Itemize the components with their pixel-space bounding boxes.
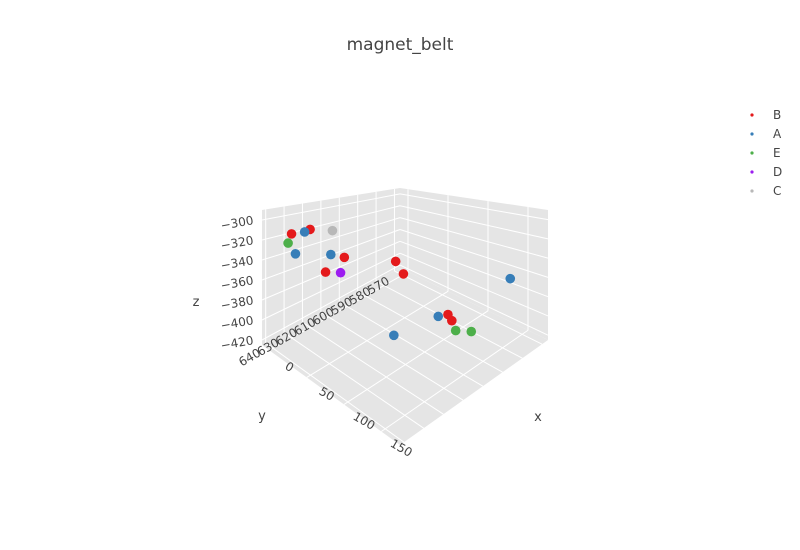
grid-y-floor — [339, 301, 484, 387]
data-point-E[interactable] — [450, 325, 461, 336]
grid-y-floor — [357, 291, 503, 373]
data-point-B[interactable] — [398, 269, 409, 279]
data-point-A[interactable] — [299, 227, 310, 237]
grid-x-floor — [381, 329, 529, 432]
x-tick-label: 150 — [388, 436, 415, 460]
data-point-A[interactable] — [433, 311, 444, 322]
grid-y-floor — [394, 270, 543, 345]
z-tick-label: −340 — [220, 253, 255, 273]
data-point-E[interactable] — [283, 238, 293, 248]
x-tick-label: 50 — [317, 384, 337, 404]
grid-z-wall-x — [261, 193, 401, 221]
data-point-B[interactable] — [320, 267, 331, 277]
grid-y-floor — [320, 311, 464, 401]
legend-label-E[interactable]: E — [773, 146, 781, 160]
grid-z-wall-x — [261, 264, 401, 341]
legend-marker-A[interactable] — [750, 132, 754, 136]
chart-title: magnet_belt — [347, 35, 454, 55]
legend-label-B[interactable]: B — [773, 108, 781, 122]
grid-y-floor — [265, 342, 405, 443]
legend-marker-C[interactable] — [750, 189, 754, 193]
grid-z-wall-y — [399, 205, 549, 240]
legend-marker-D[interactable] — [750, 170, 754, 174]
legend-label-D[interactable]: D — [773, 165, 782, 179]
grid-lines — [261, 188, 549, 443]
legend-marker-B[interactable] — [750, 113, 754, 117]
grid-x-floor — [269, 271, 409, 351]
data-point-E[interactable] — [466, 326, 477, 337]
legend-label-A[interactable]: A — [773, 127, 782, 141]
grid-x-floor — [306, 290, 449, 378]
data-point-B[interactable] — [339, 252, 350, 263]
wall-y-min — [400, 188, 548, 340]
grid-z-wall-x — [261, 252, 401, 321]
data-point-B[interactable] — [447, 315, 457, 326]
data-point-A[interactable] — [326, 249, 336, 260]
grid-z-wall-y — [399, 264, 549, 336]
x-axis-label: x — [534, 410, 542, 425]
grid-z-wall-x — [261, 240, 401, 301]
z-tick-label: −320 — [220, 233, 255, 253]
z-axis-label: z — [193, 295, 200, 310]
grid-z-wall-y — [399, 240, 549, 298]
y-axis-label: y — [258, 409, 266, 424]
grid-z-wall-y — [399, 252, 549, 317]
grid-z-wall-y — [399, 229, 549, 278]
z-tick-label: −360 — [220, 273, 255, 293]
z-tick-label: −420 — [220, 333, 255, 353]
z-tick-label: −380 — [220, 293, 255, 313]
data-point-B[interactable] — [286, 229, 297, 239]
data-point-B[interactable] — [390, 256, 401, 267]
legend-label-C[interactable]: C — [773, 184, 781, 198]
grid-z-wall-y — [399, 217, 549, 259]
wall-x-min — [262, 188, 400, 345]
grid-y-floor — [302, 321, 444, 415]
legend-marker-E[interactable] — [750, 151, 754, 155]
data-point-C[interactable] — [327, 225, 338, 236]
data-points — [283, 224, 516, 341]
data-point-D[interactable] — [335, 267, 346, 278]
grid-z-wall-y — [399, 193, 549, 221]
grid-z-wall-x — [261, 217, 401, 261]
data-point-A[interactable] — [389, 330, 399, 341]
grid-x-floor — [343, 310, 489, 405]
z-tick-label: −400 — [220, 313, 255, 333]
grid-z-wall-x — [261, 205, 401, 241]
grid-y-floor — [283, 332, 424, 429]
z-tick-label: −300 — [220, 213, 255, 233]
scene-3d: 050100150570580590600610620630640−300−32… — [220, 188, 549, 460]
data-point-A[interactable] — [290, 249, 301, 259]
data-point-A[interactable] — [505, 273, 516, 284]
